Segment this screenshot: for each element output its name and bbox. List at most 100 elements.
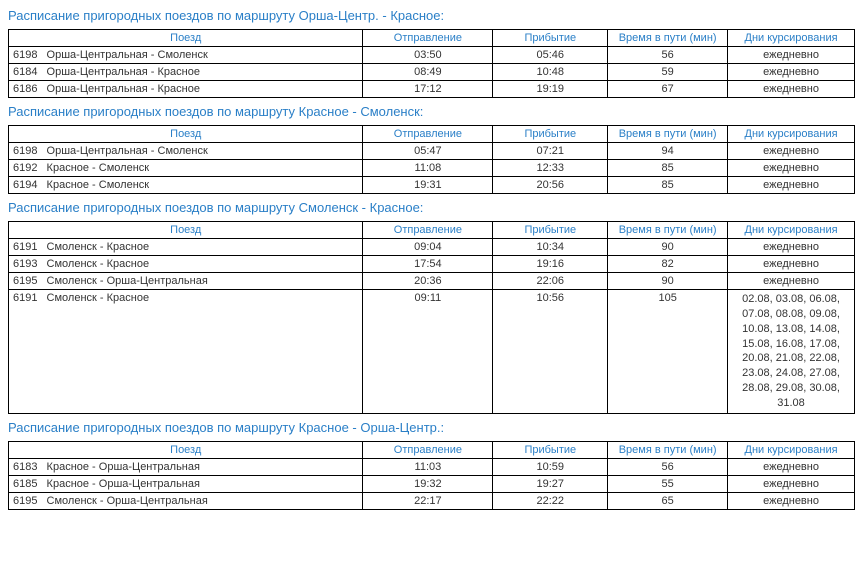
cell-days: ежедневно [728,475,855,492]
train-number: 6184 [13,66,37,78]
train-number: 6191 [13,241,37,253]
schedule-table: ПоездОтправлениеПрибытиеВремя в пути (ми… [8,29,855,98]
cell-arr: 19:19 [493,81,608,98]
cell-arr: 12:33 [493,160,608,177]
col-header-days: Дни курсирования [728,30,855,47]
train-number: 6192 [13,162,37,174]
col-header-dep: Отправление [363,441,493,458]
table-row: 6191 Смоленск - Красное 09:1110:5610502.0… [9,290,855,414]
cell-train: 6186 Орша-Центральная - Красное [9,81,363,98]
col-header-arr: Прибытие [493,222,608,239]
cell-dep: 09:11 [363,290,493,414]
cell-dur: 105 [608,290,728,414]
cell-dep: 11:08 [363,160,493,177]
cell-train: 6194 Красное - Смоленск [9,177,363,194]
cell-dur: 94 [608,143,728,160]
train-name: Орша-Центральная - Смоленск [47,49,208,61]
table-row: 6185 Красное - Орша-Центральная 19:3219:2… [9,475,855,492]
train-name: Орша-Центральная - Красное [47,83,200,95]
table-row: 6192 Красное - Смоленск11:0812:3385ежедн… [9,160,855,177]
cell-arr: 19:27 [493,475,608,492]
schedule-table: ПоездОтправлениеПрибытиеВремя в пути (ми… [8,441,855,510]
cell-dur: 90 [608,239,728,256]
table-row: 6193 Смоленск - Красное17:5419:1682ежедн… [9,256,855,273]
section-title: Расписание пригородных поездов по маршру… [8,200,855,215]
col-header-days: Дни курсирования [728,441,855,458]
cell-arr: 22:22 [493,492,608,509]
col-header-dur: Время в пути (мин) [608,30,728,47]
cell-days: ежедневно [728,256,855,273]
col-header-train: Поезд [9,222,363,239]
cell-days: ежедневно [728,273,855,290]
train-name: Красное - Орша-Центральная [47,461,200,473]
train-name: Смоленск - Красное [47,258,150,270]
cell-train: 6193 Смоленск - Красное [9,256,363,273]
cell-days: 02.08, 03.08, 06.08, 07.08, 08.08, 09.08… [728,290,855,414]
cell-train: 6192 Красное - Смоленск [9,160,363,177]
col-header-dep: Отправление [363,30,493,47]
cell-train: 6183 Красное - Орша-Центральная [9,458,363,475]
table-row: 6195 Смоленск - Орша-Центральная20:3622:… [9,273,855,290]
cell-train: 6191 Смоленск - Красное [9,239,363,256]
train-number: 6186 [13,83,37,95]
cell-arr: 10:56 [493,290,608,414]
section-title: Расписание пригородных поездов по маршру… [8,104,855,119]
table-row: 6191 Смоленск - Красное09:0410:3490ежедн… [9,239,855,256]
cell-dur: 67 [608,81,728,98]
cell-train: 6184 Орша-Центральная - Красное [9,64,363,81]
cell-days: ежедневно [728,458,855,475]
col-header-train: Поезд [9,30,363,47]
train-number: 6183 [13,461,37,473]
cell-train: 6195 Смоленск - Орша-Центральная [9,492,363,509]
schedule-table: ПоездОтправлениеПрибытиеВремя в пути (ми… [8,125,855,194]
cell-dep: 19:31 [363,177,493,194]
cell-days: ежедневно [728,47,855,64]
cell-dep: 03:50 [363,47,493,64]
cell-dur: 56 [608,458,728,475]
cell-arr: 10:34 [493,239,608,256]
table-row: 6198 Орша-Центральная - Смоленск05:4707:… [9,143,855,160]
table-row: 6194 Красное - Смоленск19:3120:5685ежедн… [9,177,855,194]
train-name: Смоленск - Красное [47,241,150,253]
section-title: Расписание пригородных поездов по маршру… [8,420,855,435]
cell-dep: 08:49 [363,64,493,81]
cell-dur: 82 [608,256,728,273]
cell-dur: 56 [608,47,728,64]
col-header-days: Дни курсирования [728,126,855,143]
col-header-dur: Время в пути (мин) [608,441,728,458]
col-header-dep: Отправление [363,222,493,239]
train-number: 6191 [13,292,37,304]
train-number: 6195 [13,495,37,507]
train-name: Орша-Центральная - Смоленск [47,145,208,157]
cell-dur: 85 [608,160,728,177]
train-name: Орша-Центральная - Красное [47,66,200,78]
cell-arr: 10:48 [493,64,608,81]
train-name: Смоленск - Красное [47,292,150,304]
table-row: 6183 Красное - Орша-Центральная11:0310:5… [9,458,855,475]
train-name: Смоленск - Орша-Центральная [47,495,208,507]
cell-days: ежедневно [728,239,855,256]
cell-days: ежедневно [728,160,855,177]
cell-dur: 85 [608,177,728,194]
table-row: 6184 Орша-Центральная - Красное08:4910:4… [9,64,855,81]
train-name: Красное - Орша-Центральная [47,478,200,490]
cell-dep: 19:32 [363,475,493,492]
cell-arr: 22:06 [493,273,608,290]
train-number: 6185 [13,478,37,490]
cell-dur: 90 [608,273,728,290]
cell-dep: 09:04 [363,239,493,256]
train-number: 6198 [13,145,37,157]
col-header-days: Дни курсирования [728,222,855,239]
train-name: Красное - Смоленск [47,179,150,191]
cell-arr: 10:59 [493,458,608,475]
cell-train: 6198 Орша-Центральная - Смоленск [9,47,363,64]
cell-arr: 05:46 [493,47,608,64]
col-header-dur: Время в пути (мин) [608,222,728,239]
cell-train: 6195 Смоленск - Орша-Центральная [9,273,363,290]
cell-train: 6198 Орша-Центральная - Смоленск [9,143,363,160]
col-header-arr: Прибытие [493,126,608,143]
train-number: 6193 [13,258,37,270]
cell-arr: 20:56 [493,177,608,194]
col-header-arr: Прибытие [493,30,608,47]
cell-dep: 17:12 [363,81,493,98]
